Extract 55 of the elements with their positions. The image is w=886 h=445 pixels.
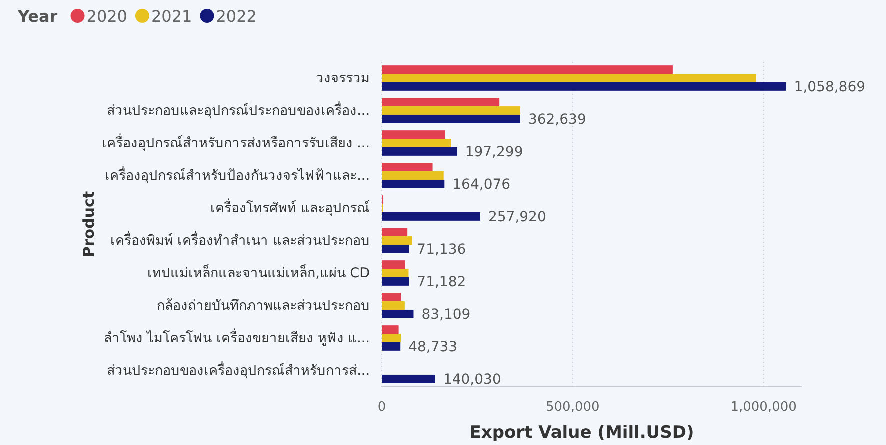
y-tick-label: ลำโพง ไมโครโฟน เครื่องขยายเสียง หูฟัง แ... — [104, 328, 370, 346]
x-tick-label: 0 — [378, 400, 386, 415]
y-tick-label: วงจรรวม — [316, 70, 370, 86]
y-tick-label: เครื่องโทรศัพท์ และอุปกรณ์ — [210, 198, 370, 216]
y-tick-label: กล้องถ่ายบันทึกภาพและส่วนประกอบ — [157, 298, 370, 314]
bar — [382, 66, 673, 74]
bar — [382, 326, 399, 334]
y-tick-label: ส่วนประกอบของเครื่องอุปกรณ์สำหรับการส่... — [107, 360, 370, 379]
legend-label: 2021 — [151, 7, 192, 26]
data-label: 362,639 — [528, 112, 586, 128]
bar — [382, 374, 436, 384]
bar — [382, 236, 412, 245]
bar — [382, 212, 480, 221]
bar — [382, 293, 402, 302]
data-label: 197,299 — [465, 144, 524, 161]
bar — [382, 98, 500, 107]
legend-label: 2022 — [216, 7, 257, 26]
bar — [382, 228, 408, 237]
bar — [382, 260, 406, 270]
bar — [382, 269, 409, 278]
bar — [382, 163, 433, 172]
bar — [382, 172, 444, 180]
y-tick-label: เทปแม่เหล็กและจานแม่เหล็ก,แผ่น CD — [148, 263, 370, 282]
y-tick-label: เครื่องพิมพ์ เครื่องทำสำเนา และส่วนประกอบ — [110, 230, 370, 249]
bar — [382, 74, 756, 82]
bar — [382, 310, 414, 318]
bar — [382, 106, 520, 115]
y-tick-label: เครื่องอุปกรณ์สำหรับการส่งหรือการรับเสียง ... — [102, 133, 370, 152]
data-label: 83,109 — [422, 307, 471, 324]
data-label: 48,733 — [408, 340, 458, 356]
bar — [382, 244, 410, 254]
y-tick-label: เครื่องอุปกรณ์สำหรับป้องกันวงจรไฟฟ้าและ... — [105, 166, 370, 184]
x-tick-label: 500,000 — [546, 400, 600, 415]
bar — [382, 302, 405, 310]
bar — [382, 147, 458, 156]
y-tick-label: ส่วนประกอบและอุปกรณ์ประกอบของเครื่อง... — [107, 100, 370, 119]
data-label: 71,182 — [417, 274, 466, 291]
bar — [382, 114, 520, 124]
bar — [382, 139, 452, 148]
bar — [382, 82, 786, 91]
bar — [382, 277, 410, 286]
data-label: 140,030 — [443, 372, 502, 388]
bar — [382, 342, 401, 351]
x-axis-title: Export Value (Mill.USD) — [470, 423, 694, 443]
data-label: 71,136 — [417, 242, 466, 258]
x-tick-label: 1,000,000 — [730, 400, 797, 415]
data-label: 164,076 — [452, 177, 511, 194]
data-label: 1,058,869 — [794, 80, 866, 96]
data-label: 257,920 — [488, 210, 546, 226]
bar — [382, 334, 402, 342]
y-axis-title: Product — [80, 191, 98, 258]
legend-label: 2020 — [86, 7, 128, 26]
bar — [382, 130, 446, 140]
bar — [382, 180, 445, 188]
legend-title: Year — [17, 7, 58, 26]
